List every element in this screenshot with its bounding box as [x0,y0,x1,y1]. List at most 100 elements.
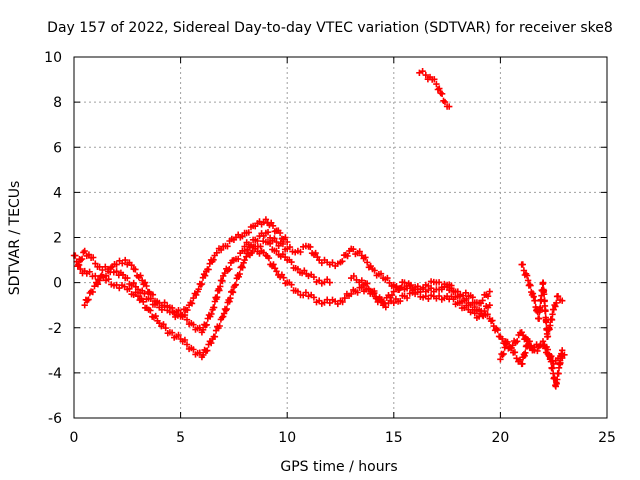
data-point-interp [542,307,549,315]
data-point-interp [397,284,404,292]
data-point-interp [94,281,102,288]
data-point-interp [208,310,215,318]
data-point-interp [286,243,294,251]
data-point [503,340,510,347]
data-point [284,238,291,246]
data-point [390,288,397,295]
data-point-interp [168,304,176,312]
y-tick-label: 10 [44,50,62,66]
data-point-interp [382,304,389,311]
data-point-interp [478,307,485,315]
data-point-interp [514,338,521,345]
data-point [326,279,333,286]
data-point-interp [271,235,278,242]
data-point-interp [254,237,261,245]
data-point-interp [297,248,304,256]
data-point-interp [149,291,157,298]
data-point-interp [269,222,277,229]
data-point [390,299,397,307]
data-point-interp [513,355,520,362]
data-point-interp [175,331,182,339]
data-point-interp [77,256,84,264]
data-point-interp [341,294,348,302]
data-point-interp [527,282,534,289]
data-point-interp [350,246,357,253]
data-point-interp [436,85,443,92]
data-point-interp [526,338,533,345]
data-point-interp [84,297,91,304]
data-point-interp [208,339,215,347]
data-point-interp [228,288,236,295]
data-point-interp [549,364,556,372]
data-point [96,277,103,284]
data-point-interp [90,254,97,261]
data-point-interp [519,261,526,268]
data-point-interp [279,240,287,248]
series-track-1 [70,238,333,361]
data-point-interp [522,349,529,356]
data-point-interp [456,293,464,300]
data-point-interp [397,297,404,305]
data-point-interp [499,335,506,343]
data-point-interp [450,288,457,296]
data-point-interp [499,351,506,358]
data-point [559,297,566,304]
data-point [273,247,280,255]
data-point-interp [217,283,224,290]
data-point-interp [500,350,507,358]
data-point-interp [199,326,207,333]
data-point-interp [80,249,87,256]
data-point-interp [130,279,137,287]
data-point-interp [247,241,255,249]
data-point-interp [183,316,191,323]
data-point-interp [190,346,197,353]
data-point-interp [381,300,389,307]
series-track-8 [416,68,453,110]
data-point-interp [282,234,289,241]
data-point-interp [265,254,273,262]
data-point [220,313,227,320]
data-point-interp [211,333,219,340]
data-point-interp [226,265,233,273]
data-point-interp [288,281,295,288]
y-tick-label: 8 [53,95,62,111]
data-point-interp [425,295,432,302]
data-point-interp [511,349,519,356]
data-point-interp [196,349,203,356]
data-point [486,288,493,295]
data-point-interp [547,322,554,329]
data-point-interp [203,321,210,328]
data-point-interp [523,272,531,279]
data-point-interp [484,293,492,300]
data-point [241,256,248,264]
data-point-interp [217,246,225,254]
data-point-interp [435,292,443,300]
data-point-interp [137,272,144,279]
data-point-interp [239,264,246,271]
data-point-interp [175,307,182,314]
data-point-interp [227,295,234,302]
data-point-interp [264,229,272,236]
data-point [446,103,453,110]
data-point [92,272,99,280]
data-point-interp [213,249,220,256]
y-tick-label: -4 [48,366,62,382]
data-point [113,261,120,268]
data-point-interp [152,312,159,320]
data-point-interp [168,329,176,336]
data-point-interp [193,291,200,299]
data-point-interp [534,347,541,355]
data-point-interp [364,280,371,287]
data-point-interp [229,289,237,296]
data-point [497,356,504,363]
data-point-interp [85,296,92,303]
data-point-interp [188,300,196,307]
data-point-interp [102,272,110,279]
data-point-interp [78,255,86,263]
data-point-interp [245,229,252,236]
data-point-interp [531,297,539,304]
data-point-interp [210,256,217,263]
data-point-interp [386,279,393,286]
data-point [433,80,440,88]
